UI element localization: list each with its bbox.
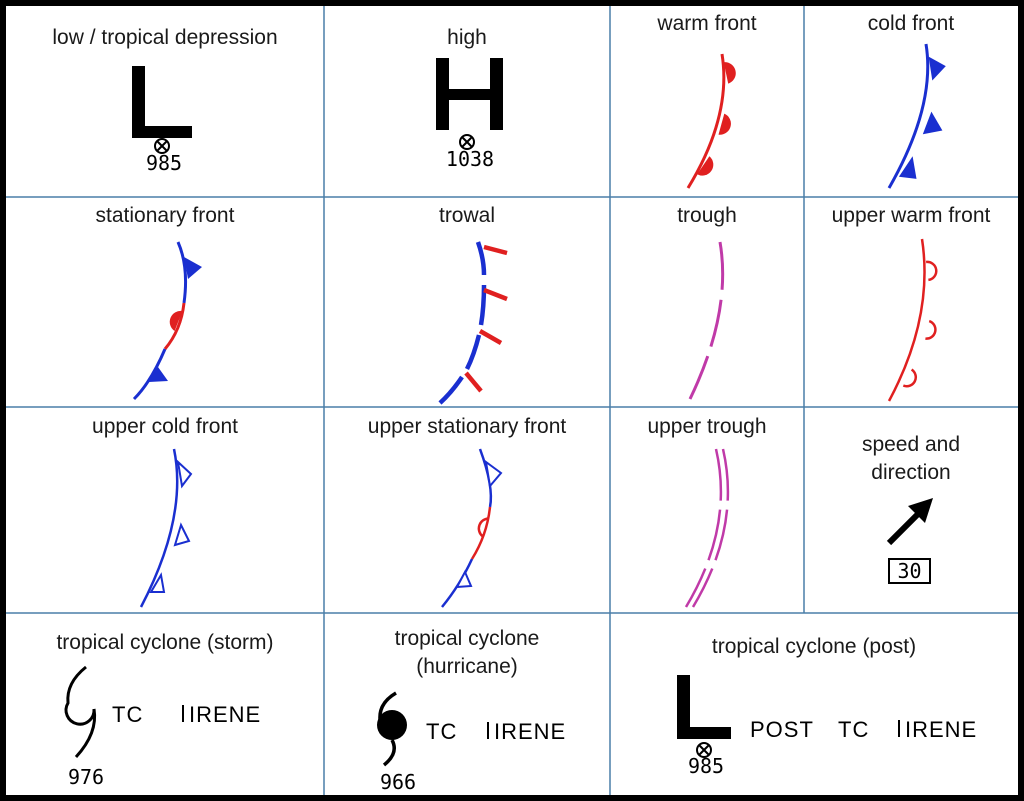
arrow-northeast-icon — [886, 498, 933, 546]
filled-cyclone-icon — [377, 691, 407, 767]
circled-x-center-icon — [154, 138, 170, 154]
tc-storm-label-tc: TC — [112, 702, 143, 727]
tc-storm-symbol: TC IRENE 976 — [64, 665, 261, 789]
cell-tropical-cyclone-storm: tropical cyclone (storm) TC IRENE 976 — [6, 613, 324, 795]
stationary-front-title: stationary front — [95, 204, 235, 227]
cell-speed-direction: speed and direction 30 — [804, 407, 1018, 613]
trowal-symbol — [438, 241, 508, 405]
speed-direction-title-line1: speed and — [861, 433, 961, 456]
tc-storm-label-name: IRENE — [189, 702, 261, 727]
tc-post-label-post: POST — [750, 717, 814, 742]
cell-tropical-cyclone-post: tropical cyclone (post) 985 POST TC IREN… — [610, 613, 1018, 795]
speed-direction-symbol: 30 — [886, 498, 933, 584]
upper-warm-front-symbol — [887, 238, 938, 402]
upper-trough-title: upper trough — [647, 415, 767, 438]
low-pressure-symbol: 985 — [132, 66, 192, 175]
cell-upper-warm-front: upper warm front — [804, 197, 1018, 407]
stationary-front-symbol — [132, 241, 202, 401]
low-pressure-value: 985 — [146, 151, 182, 175]
upper-warm-front-title: upper warm front — [831, 204, 991, 227]
tc-post-label-tc: TC — [838, 717, 869, 742]
tc-post-label-name: IRENE — [905, 717, 977, 742]
cell-warm-front: warm front — [610, 6, 804, 197]
letter-H-symbol — [436, 58, 503, 130]
warm-front-symbol — [686, 53, 736, 189]
cell-cold-front: cold front — [804, 6, 1018, 197]
cell-high-pressure: high 1038 — [324, 6, 610, 197]
tc-hurricane-value: 966 — [380, 770, 416, 794]
speed-value: 30 — [897, 559, 921, 583]
letter-L-symbol — [132, 66, 192, 138]
trough-title: trough — [677, 204, 737, 227]
cell-upper-cold-front: upper cold front — [6, 407, 324, 613]
legend-grid-lines — [6, 6, 1018, 795]
tc-post-value: 985 — [688, 754, 724, 778]
cell-trowal: trowal — [324, 197, 610, 407]
circled-x-center-icon — [459, 134, 475, 150]
symbol-legend-frame: low / tropical depression 985 high — [6, 6, 1018, 795]
circled-x-center-icon — [696, 742, 712, 758]
tc-hurricane-label-tc: TC — [426, 719, 457, 744]
speed-value-box — [888, 558, 931, 584]
cell-upper-trough: upper trough — [610, 407, 804, 613]
upper-stationary-front-symbol — [441, 448, 503, 608]
tc-storm-title: tropical cyclone (storm) — [56, 631, 274, 654]
letter-L-symbol — [677, 675, 731, 739]
cell-trough: trough — [610, 197, 804, 407]
tc-hurricane-label-name: IRENE — [494, 719, 566, 744]
warm-front-title: warm front — [657, 12, 757, 35]
tc-hurricane-symbol: TC IRENE 966 — [377, 691, 566, 794]
tc-post-title: tropical cyclone (post) — [711, 635, 917, 658]
high-pressure-symbol: 1038 — [436, 58, 503, 171]
tc-post-symbol: 985 POST TC IRENE — [677, 675, 977, 778]
trowal-title: trowal — [438, 204, 496, 227]
high-pressure-value: 1038 — [446, 147, 494, 171]
upper-cold-front-symbol — [139, 448, 193, 608]
high-pressure-title: high — [447, 26, 487, 49]
tc-hurricane-title-line1: tropical cyclone — [394, 627, 540, 650]
cold-front-symbol — [887, 43, 946, 189]
cell-low-pressure: low / tropical depression 985 — [6, 6, 324, 197]
low-pressure-title: low / tropical depression — [52, 26, 278, 49]
cell-tropical-cyclone-hurricane: tropical cyclone (hurricane) TC IRENE 96… — [324, 613, 610, 795]
cold-front-title: cold front — [867, 12, 955, 35]
cell-stationary-front: stationary front — [6, 197, 324, 407]
cell-upper-stationary-front: upper stationary front — [324, 407, 610, 613]
open-cyclone-icon — [64, 665, 97, 759]
tc-storm-value: 976 — [68, 765, 104, 789]
speed-direction-title-line2: direction — [871, 461, 951, 484]
trough-symbol — [688, 241, 725, 400]
upper-stationary-front-title: upper stationary front — [367, 415, 567, 438]
upper-cold-front-title: upper cold front — [92, 415, 238, 438]
upper-trough-symbol — [684, 448, 730, 608]
tc-hurricane-title-line2: (hurricane) — [416, 655, 518, 678]
